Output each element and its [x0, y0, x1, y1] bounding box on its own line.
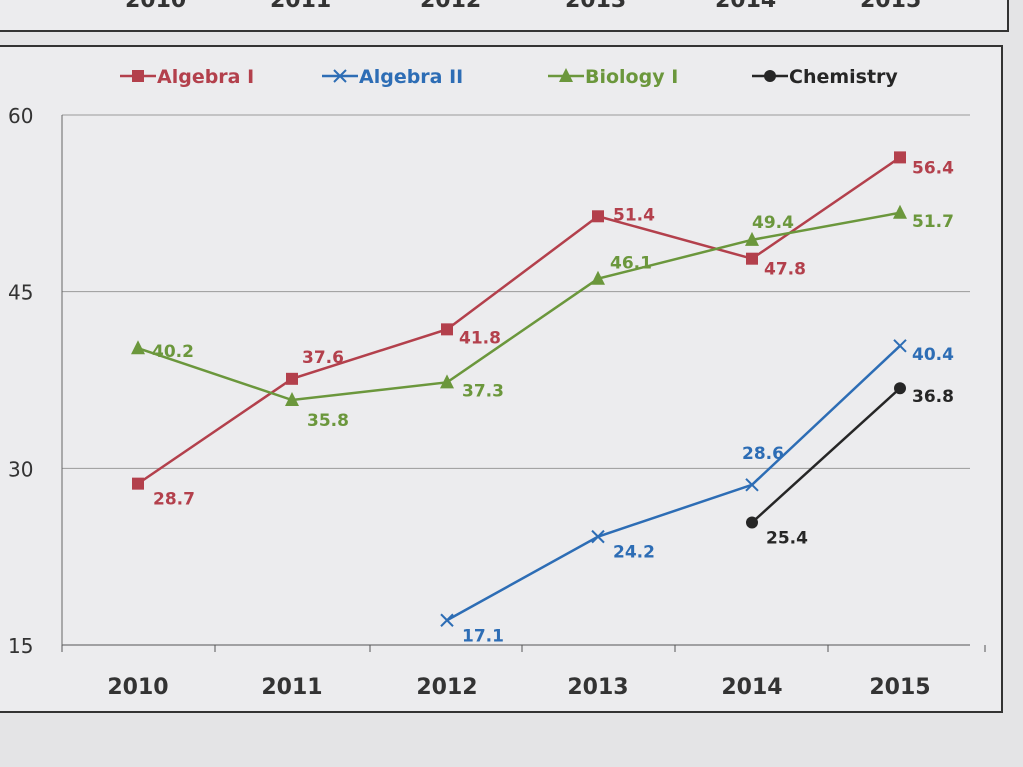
data-label-algebra-i: 28.7	[153, 490, 195, 510]
data-label-algebra-i: 51.4	[613, 205, 655, 225]
previous-chart-fragment	[0, 0, 1009, 32]
data-point-algebra-i	[286, 372, 298, 385]
data-label-biology-i: 37.3	[462, 381, 504, 401]
y-tick-label: 15	[8, 634, 33, 658]
data-label-biology-i: 46.1	[610, 254, 652, 274]
data-point-biology-i	[591, 270, 605, 285]
data-point-algebra-ii	[440, 613, 454, 627]
legend-marker-chemistry	[764, 70, 776, 82]
data-point-biology-i	[893, 204, 907, 219]
previous-axis-label: 2012	[420, 0, 482, 13]
x-tick-label: 2015	[869, 675, 930, 700]
data-point-algebra-ii	[591, 529, 605, 544]
data-point-algebra-i	[132, 477, 144, 490]
x-tick-label: 2010	[107, 675, 168, 700]
legend-marker-biology-i	[559, 68, 573, 82]
y-tick-label: 60	[8, 104, 33, 128]
legend-label-chemistry: Chemistry	[789, 66, 898, 88]
data-label-chemistry: 25.4	[766, 529, 808, 549]
previous-axis-label: 2010	[125, 0, 187, 13]
data-point-algebra-i	[441, 323, 453, 336]
previous-axis-label: 2014	[715, 0, 777, 13]
data-label-biology-i: 35.8	[307, 411, 349, 431]
data-point-algebra-i	[746, 252, 758, 265]
data-label-algebra-ii: 28.6	[742, 444, 784, 464]
previous-axis-label: 2015	[860, 0, 922, 13]
x-tick-label: 2011	[261, 675, 322, 700]
previous-axis-label: 2011	[270, 0, 332, 13]
x-tick-label: 2012	[416, 675, 477, 700]
series-line-algebra-i	[137, 156, 901, 485]
data-point-algebra-ii	[745, 478, 759, 492]
previous-axis-label: 2013	[565, 0, 627, 13]
data-label-algebra-i: 56.4	[912, 158, 954, 178]
chart-frame	[0, 45, 1003, 713]
data-point-biology-i	[745, 231, 759, 246]
data-point-biology-i	[285, 392, 299, 407]
data-label-algebra-ii: 40.4	[912, 345, 954, 365]
data-label-biology-i: 40.2	[152, 342, 194, 362]
data-label-chemistry: 36.8	[912, 387, 954, 407]
data-label-biology-i: 51.7	[912, 212, 954, 232]
data-label-algebra-i: 37.6	[302, 348, 344, 368]
y-tick-label: 30	[8, 457, 33, 481]
series-line-biology-i	[137, 211, 901, 402]
x-tick-label: 2013	[567, 675, 628, 700]
legend-marker-algebra-i	[132, 70, 144, 82]
series-line-chemistry	[751, 387, 901, 524]
data-label-algebra-ii: 24.2	[613, 543, 655, 563]
legend-label-biology-i: Biology I	[585, 66, 678, 88]
data-point-algebra-i	[894, 151, 906, 164]
data-point-algebra-i	[592, 210, 604, 223]
legend-label-algebra-ii: Algebra II	[359, 66, 463, 88]
data-point-algebra-ii	[893, 339, 907, 353]
legend-marker-algebra-ii	[333, 69, 347, 83]
data-label-algebra-i: 47.8	[764, 260, 806, 280]
data-label-algebra-i: 41.8	[459, 328, 501, 348]
data-point-biology-i	[131, 340, 145, 355]
data-point-biology-i	[440, 374, 454, 389]
data-point-chemistry	[746, 516, 758, 529]
y-tick-label: 45	[8, 281, 33, 305]
data-point-chemistry	[894, 382, 906, 395]
data-label-algebra-ii: 17.1	[462, 626, 504, 646]
series-line-algebra-ii	[446, 344, 901, 622]
legend-label-algebra-i: Algebra I	[157, 66, 254, 88]
data-label-biology-i: 49.4	[752, 213, 794, 233]
x-tick-label: 2014	[721, 675, 782, 700]
